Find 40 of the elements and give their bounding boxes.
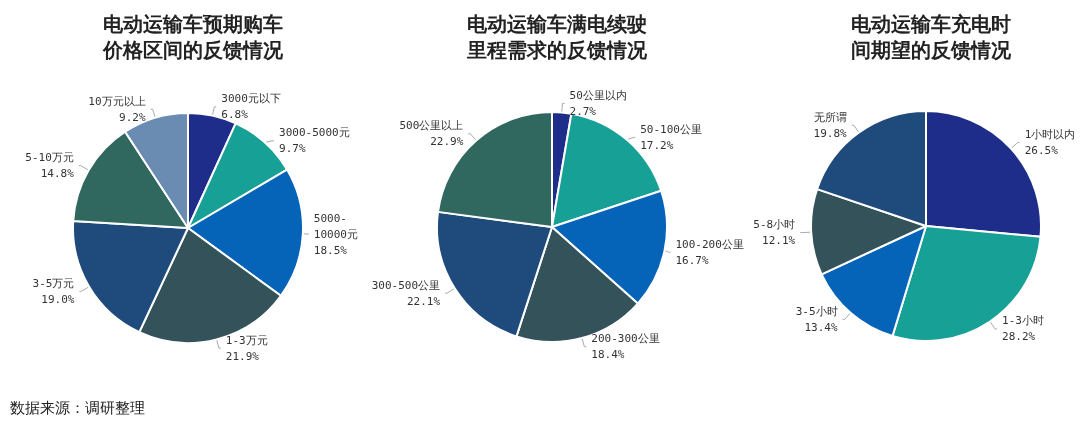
data-label: 16.7% xyxy=(675,253,709,267)
slice-label: 500公里以上 xyxy=(399,119,464,133)
slice-label: 3000元以下 xyxy=(221,92,281,106)
slice-label: 200-300公里 xyxy=(591,332,660,346)
data-label: 22.9% xyxy=(430,135,464,149)
slice-label: 5000-10000元 xyxy=(313,211,358,241)
data-label: 17.2% xyxy=(640,138,674,152)
slice-label: 5-8小时 xyxy=(753,218,796,232)
data-label: 28.2% xyxy=(1002,330,1036,344)
data-label: 22.1% xyxy=(406,294,441,308)
slice-label: 100-200公里 xyxy=(675,237,744,251)
slice-label: 50-100公里 xyxy=(640,122,702,136)
data-label: 19.0% xyxy=(41,292,75,306)
chart-title: 电动运输车预期购车价格区间的反馈情况 xyxy=(102,12,284,62)
data-label: 12.1% xyxy=(762,234,796,248)
data-label: 2.7% xyxy=(569,104,597,118)
slice-label: 3000-5000元 xyxy=(279,126,350,140)
data-label: 18.4% xyxy=(591,348,625,362)
chart-title: 电动运输车充电时间期望的反馈情况 xyxy=(851,12,1012,62)
slice-label: 1-3小时 xyxy=(1002,314,1044,328)
data-label: 21.9% xyxy=(225,349,260,363)
data-label: 9.7% xyxy=(279,142,306,156)
chart-title: 电动运输车满电续驶里程需求的反馈情况 xyxy=(466,12,648,62)
data-label: 14.8% xyxy=(40,167,75,181)
data-label: 9.2% xyxy=(119,110,146,124)
slice-label: 3-5万元 xyxy=(32,276,75,290)
slice-label: 10万元以上 xyxy=(88,94,146,108)
slice-label: 300-500公里 xyxy=(371,278,441,292)
data-label: 13.4% xyxy=(804,321,838,335)
data-label: 6.8% xyxy=(221,108,249,122)
slice-label: 1小时以内 xyxy=(1024,128,1076,142)
slice-label: 3-5小时 xyxy=(795,305,838,319)
slice-label: 无所谓 xyxy=(813,110,847,124)
data-label: 26.5% xyxy=(1024,144,1059,158)
slice-label: 5-10万元 xyxy=(25,151,74,165)
data-label: 18.5% xyxy=(313,243,348,257)
data-label: 19.8% xyxy=(813,126,848,140)
source-note: 数据来源：调研整理 xyxy=(10,398,145,417)
slice-label: 50公里以内 xyxy=(569,88,627,102)
slice-label: 1-3万元 xyxy=(225,333,268,347)
